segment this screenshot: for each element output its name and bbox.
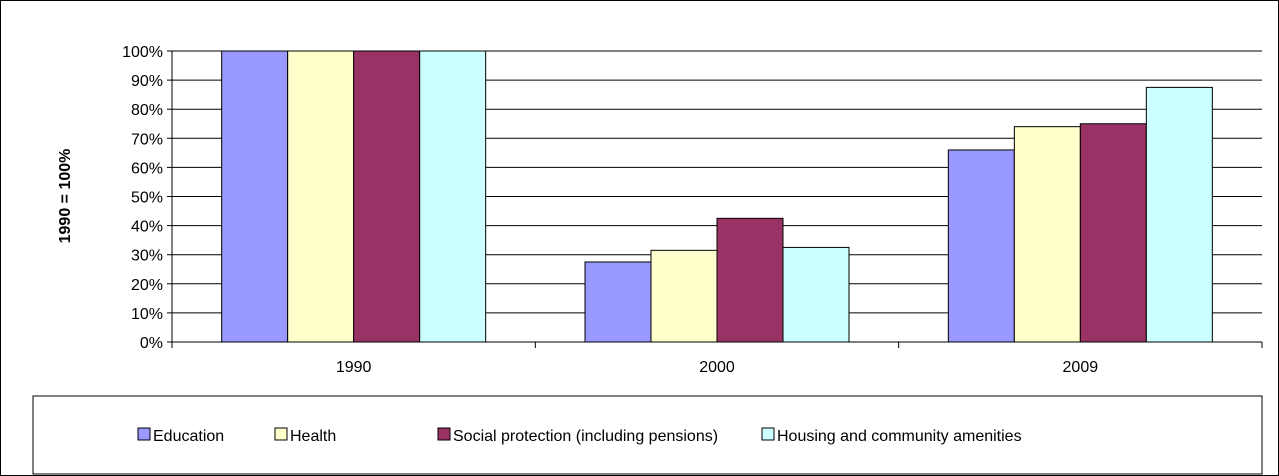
y-tick-label: 10% <box>131 306 163 323</box>
legend-label-1: Education <box>153 428 224 445</box>
legend-label-2: Health <box>290 428 336 445</box>
y-tick-label: 30% <box>131 248 163 265</box>
bar-2009-series-3 <box>1079 123 1147 343</box>
bar-2000-series-2 <box>650 249 718 343</box>
legend <box>32 395 1263 475</box>
legend-swatch-4 <box>761 427 775 441</box>
bar-2000-series-1 <box>584 261 652 343</box>
axes <box>167 50 1263 348</box>
bar-2009-series-1 <box>947 149 1015 343</box>
y-tick-label: 60% <box>131 160 163 177</box>
y-tick-label: 70% <box>131 131 163 148</box>
x-tick-labels: 1990 2000 2009 <box>336 359 1098 376</box>
legend-swatch-3 <box>437 427 451 441</box>
x-tick-label: 2000 <box>699 359 735 376</box>
bar-2000-series-3 <box>716 217 784 343</box>
x-tick-label: 2009 <box>1063 359 1099 376</box>
y-tick-label: 100% <box>122 44 163 61</box>
y-tick-label: 80% <box>131 102 163 119</box>
legend-label-4: Housing and community amenities <box>777 428 1022 445</box>
x-tick-label: 1990 <box>336 359 372 376</box>
legend-swatch-2 <box>274 427 288 441</box>
bar-2000-series-4 <box>782 246 850 343</box>
legend-swatch-1 <box>137 427 151 441</box>
bar-1990-series-2 <box>287 50 355 343</box>
y-tick-label: 90% <box>131 73 163 90</box>
y-axis-title: 1990 = 100% <box>57 149 74 244</box>
y-tick-label: 20% <box>131 277 163 294</box>
y-tick-label: 40% <box>131 219 163 236</box>
bar-2009-series-4 <box>1145 86 1213 343</box>
legend-label-3: Social protection (including pensions) <box>453 428 718 445</box>
y-tick-label: 50% <box>131 190 163 207</box>
bar-1990-series-1 <box>221 50 289 343</box>
y-tick-label: 0% <box>140 335 163 352</box>
legend-entries: Education Health Social protection (includ… <box>137 427 1022 445</box>
bar-2009-series-2 <box>1013 126 1081 343</box>
y-tick-labels: 0% 10% 20% 30% 40% 50% 60% 70% 80% 90% 100% <box>122 44 163 352</box>
bar-1990-series-4 <box>419 50 487 343</box>
bar-1990-series-3 <box>353 50 421 343</box>
